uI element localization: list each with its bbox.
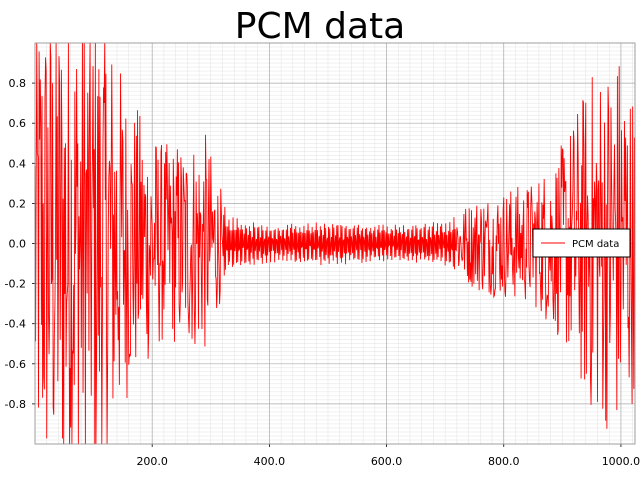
y-tick-label: -0.6 [5,358,26,371]
chart-title: PCM data [235,6,405,47]
legend: PCM data [532,228,631,258]
x-tick-label: 200.0 [136,455,168,468]
x-axis-ticks: 200.0 400.0 600.0 800.0 1000.0 [136,444,640,468]
x-tick-label: 1000.0 [602,455,640,468]
x-tick-label: 600.0 [371,455,403,468]
y-tick-label: -0.2 [5,278,26,291]
x-tick-label: 800.0 [488,455,520,468]
y-tick-label: 0.2 [9,197,27,210]
y-tick-label: 0.6 [9,117,27,130]
legend-label: PCM data [572,239,619,250]
y-axis-ticks: -0.8 -0.6 -0.4 -0.2 0.0 0.2 0.4 0.6 0.8 [5,77,35,411]
y-tick-label: 0.0 [9,238,27,251]
y-tick-label: 0.8 [9,77,27,90]
plot-frame [34,42,636,445]
y-tick-label: -0.8 [5,398,26,411]
legend-box [532,228,631,258]
y-tick-label: 0.4 [9,157,27,170]
x-tick-label: 400.0 [254,455,286,468]
y-tick-label: -0.4 [5,318,26,331]
